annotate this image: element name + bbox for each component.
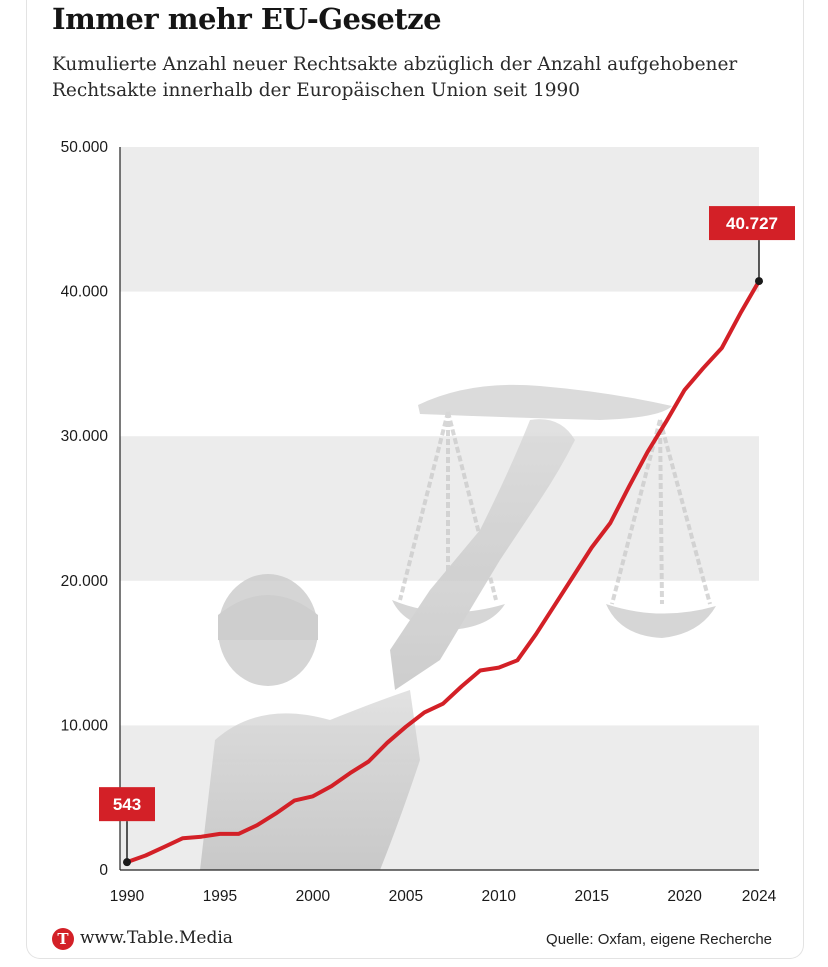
data-point-marker	[123, 858, 131, 867]
x-tick-label: 2000	[296, 888, 331, 905]
annotation-label-box	[99, 787, 155, 822]
annotation-label-box	[709, 206, 795, 241]
y-tick-label: 40.000	[61, 284, 109, 301]
x-tick-label: 2015	[574, 888, 608, 905]
chart-title: Immer mehr EU-Gesetze	[52, 2, 442, 36]
x-tick-label: 2010	[482, 888, 517, 905]
y-tick-label: 0	[99, 862, 108, 879]
annotations-layer: 543 40.727	[99, 206, 795, 867]
annotation-label: 40.727	[726, 214, 778, 233]
line-chart: 0 10.000 20.000 30.000 40.000 50.000 1990 1995…	[61, 139, 795, 905]
grid-band	[120, 147, 759, 292]
grid-band	[120, 436, 759, 581]
footer-source: Quelle: Oxfam, eigene Recherche	[546, 931, 772, 948]
series-layer	[125, 279, 761, 865]
data-point-marker	[755, 277, 763, 286]
y-tick-label: 10.000	[61, 717, 109, 734]
y-tick-label: 20.000	[61, 573, 109, 590]
footer-url[interactable]: www.Table.Media	[80, 928, 233, 948]
y-tick-label: 50.000	[61, 139, 109, 156]
y-tick-label: 30.000	[61, 428, 109, 445]
table-media-logo-icon: T	[52, 928, 74, 950]
annotation-label: 543	[113, 795, 141, 814]
x-tick-label: 1990	[110, 888, 145, 905]
chart-subtitle: Kumulierte Anzahl neuer Rechtsakte abzüg…	[52, 54, 738, 101]
x-tick-label: 2024	[742, 888, 777, 905]
x-axis-ticks: 1990 1995 2000 2005 2010 2015 2020 2024	[110, 888, 777, 905]
series-line	[125, 279, 761, 865]
x-tick-label: 2020	[667, 888, 702, 905]
y-axis-ticks: 0 10.000 20.000 30.000 40.000 50.000	[61, 139, 109, 879]
x-tick-label: 1995	[203, 888, 237, 905]
axes	[119, 147, 759, 871]
x-tick-label: 2005	[389, 888, 423, 905]
